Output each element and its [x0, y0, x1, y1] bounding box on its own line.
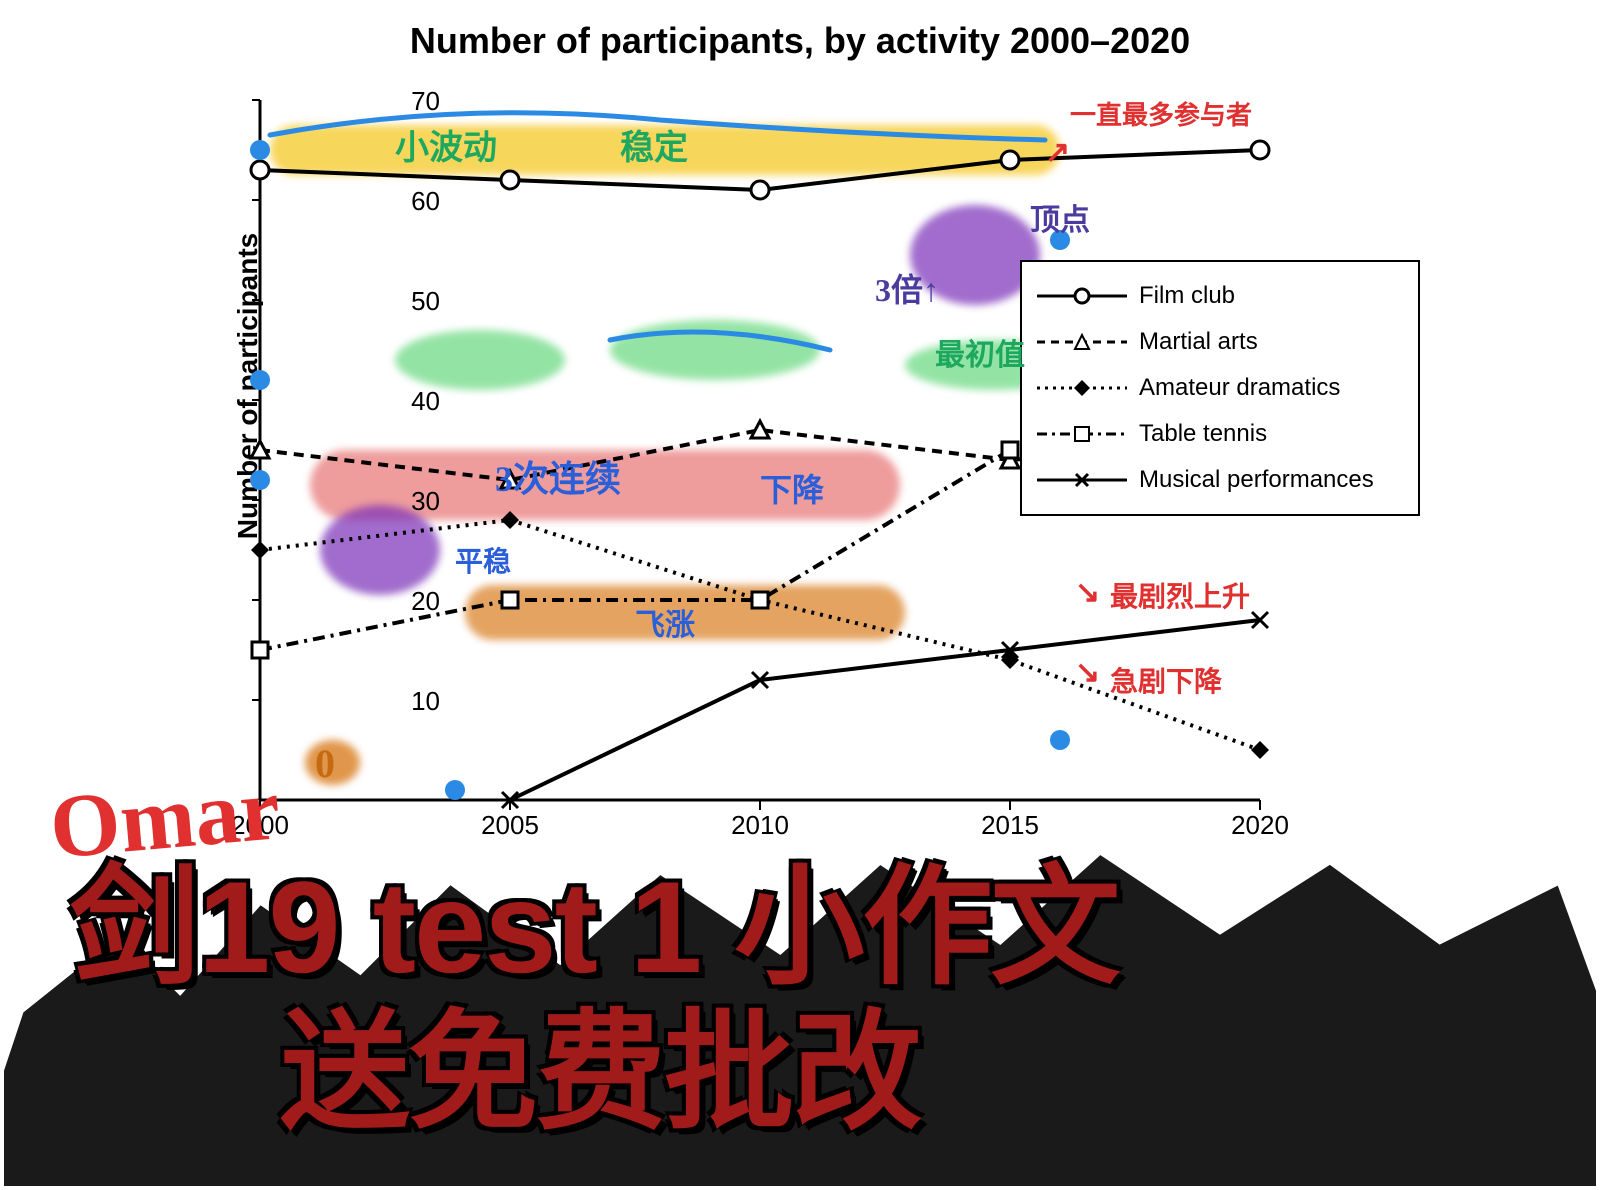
triangle-marker-icon — [1037, 330, 1127, 354]
diamond-marker-icon — [1037, 376, 1127, 400]
x-marker-icon — [1037, 468, 1127, 492]
legend-label: Musical performances — [1139, 466, 1374, 494]
legend-item-film: Film club — [1037, 282, 1403, 310]
y-tick: 10 — [400, 686, 440, 717]
annotation: 稳定 — [620, 120, 688, 169]
square-marker-icon — [1037, 422, 1127, 446]
legend-item-amateur: Amateur dramatics — [1037, 374, 1403, 402]
highlights — [270, 125, 1085, 785]
annotation: ↘ — [1075, 655, 1100, 690]
annotation: 小波动 — [395, 120, 497, 169]
legend-label: Martial arts — [1139, 328, 1258, 356]
legend-item-martial: Martial arts — [1037, 328, 1403, 356]
legend-item-musical: Musical performances — [1037, 466, 1403, 494]
annotation: 3次连续 — [495, 450, 621, 502]
legend: Film club Martial arts Amateur dramatics… — [1020, 260, 1420, 516]
annotation: 一直最多参与者 — [1070, 95, 1252, 132]
y-tick: 60 — [400, 186, 440, 217]
annotation: 最剧烈上升 — [1110, 575, 1250, 615]
y-tick: 40 — [400, 386, 440, 417]
annotation: ↗ — [1045, 135, 1070, 170]
y-tick: 70 — [400, 86, 440, 117]
annotation: 平稳 — [455, 540, 511, 580]
y-tick: 50 — [400, 286, 440, 317]
legend-label: Film club — [1139, 282, 1235, 310]
circle-marker-icon — [1037, 284, 1127, 308]
legend-item-table: Table tennis — [1037, 420, 1403, 448]
annotation: 最初值 — [935, 330, 1025, 374]
annotation: 下降 — [760, 465, 824, 511]
y-tick: 30 — [400, 486, 440, 517]
chart-title: Number of participants, by activity 2000… — [60, 20, 1540, 62]
annotation: 急剧下降 — [1110, 660, 1222, 700]
legend-label: Table tennis — [1139, 420, 1267, 448]
plot-area: 70 60 50 40 30 20 10 2000 2005 2010 2015… — [260, 100, 1260, 800]
chart-container: Number of participants, by activity 2000… — [60, 20, 1540, 920]
legend-label: Amateur dramatics — [1139, 374, 1340, 402]
annotation: 顶点 — [1030, 195, 1090, 239]
annotation: ↘ — [1075, 575, 1100, 610]
y-tick: 20 — [400, 586, 440, 617]
annotation: 0 — [315, 740, 335, 787]
annotation: 飞涨 — [635, 600, 695, 644]
banner-line2: 送免费批改 — [280, 967, 920, 1155]
annotation: 3倍↑ — [875, 265, 939, 311]
